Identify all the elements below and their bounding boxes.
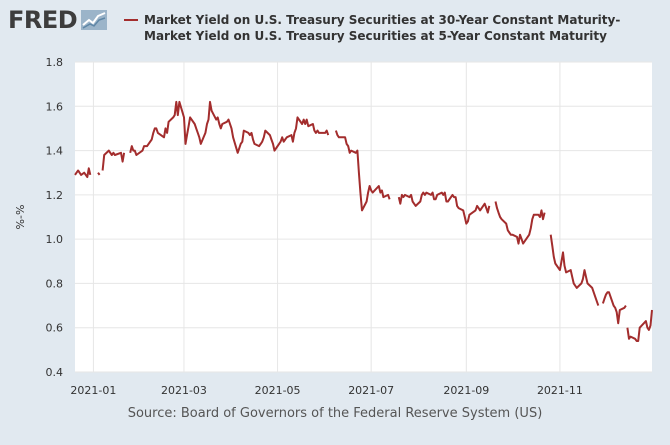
x-tick-label: 2021-09 [443,384,489,397]
fred-logo-text: FRED [8,6,78,34]
y-tick-label: 1.2 [46,189,64,202]
plot-background [75,62,652,372]
fred-logo[interactable]: FRED [8,6,108,34]
y-axis-label: %-% [14,205,27,230]
series-line-segment [129,100,330,156]
line-chart: 2021-01 2021-03 2021-05 2021-07 2021-09 2021-… [14,56,653,397]
series-line-segment [74,167,92,179]
y-tick-label: 1.4 [46,145,64,158]
series-line-segment [549,234,600,306]
series-line-segment [97,172,101,176]
y-tick-label: 0.6 [46,322,64,335]
series-line-segment [626,309,653,342]
x-tick-label: 2021-11 [537,384,583,397]
x-tick-label: 2021-03 [161,384,207,397]
series-line-segment [601,291,627,325]
x-tick-label: 2021-01 [70,384,116,397]
chart-header: FRED Market Yield on U.S. Treasury Secur… [0,0,670,56]
y-tick-label: 0.8 [46,277,64,290]
source-note: Source: Board of Governors of the Federa… [127,406,543,421]
x-tick-label: 2021-07 [348,384,394,397]
chart-legend: Market Yield on U.S. Treasury Securities… [124,12,664,44]
y-tick-label: 1.8 [46,56,64,69]
legend-label: Market Yield on U.S. Treasury Securities… [144,13,621,43]
legend-swatch [124,19,138,21]
x-axis: 2021-01 2021-03 2021-05 2021-07 2021-09 2021-… [70,384,582,397]
series-line-segment [101,149,126,171]
y-tick-label: 1.6 [46,100,64,113]
y-tick-label: 0.4 [46,366,64,379]
series-line-segment [397,191,491,225]
x-tick-label: 2021-05 [255,384,301,397]
fred-chart-icon [81,10,108,30]
series-group [74,100,653,342]
series-line-segment [494,201,546,245]
y-axis: 0.4 0.6 0.8 1.0 1.2 1.4 1.6 1.8 [46,56,64,379]
gridlines [75,61,652,373]
y-tick-label: 1.0 [46,233,64,246]
chart-area: 2021-01 2021-03 2021-05 2021-07 2021-09 2021-… [0,56,670,416]
series-line-segment [334,130,391,212]
